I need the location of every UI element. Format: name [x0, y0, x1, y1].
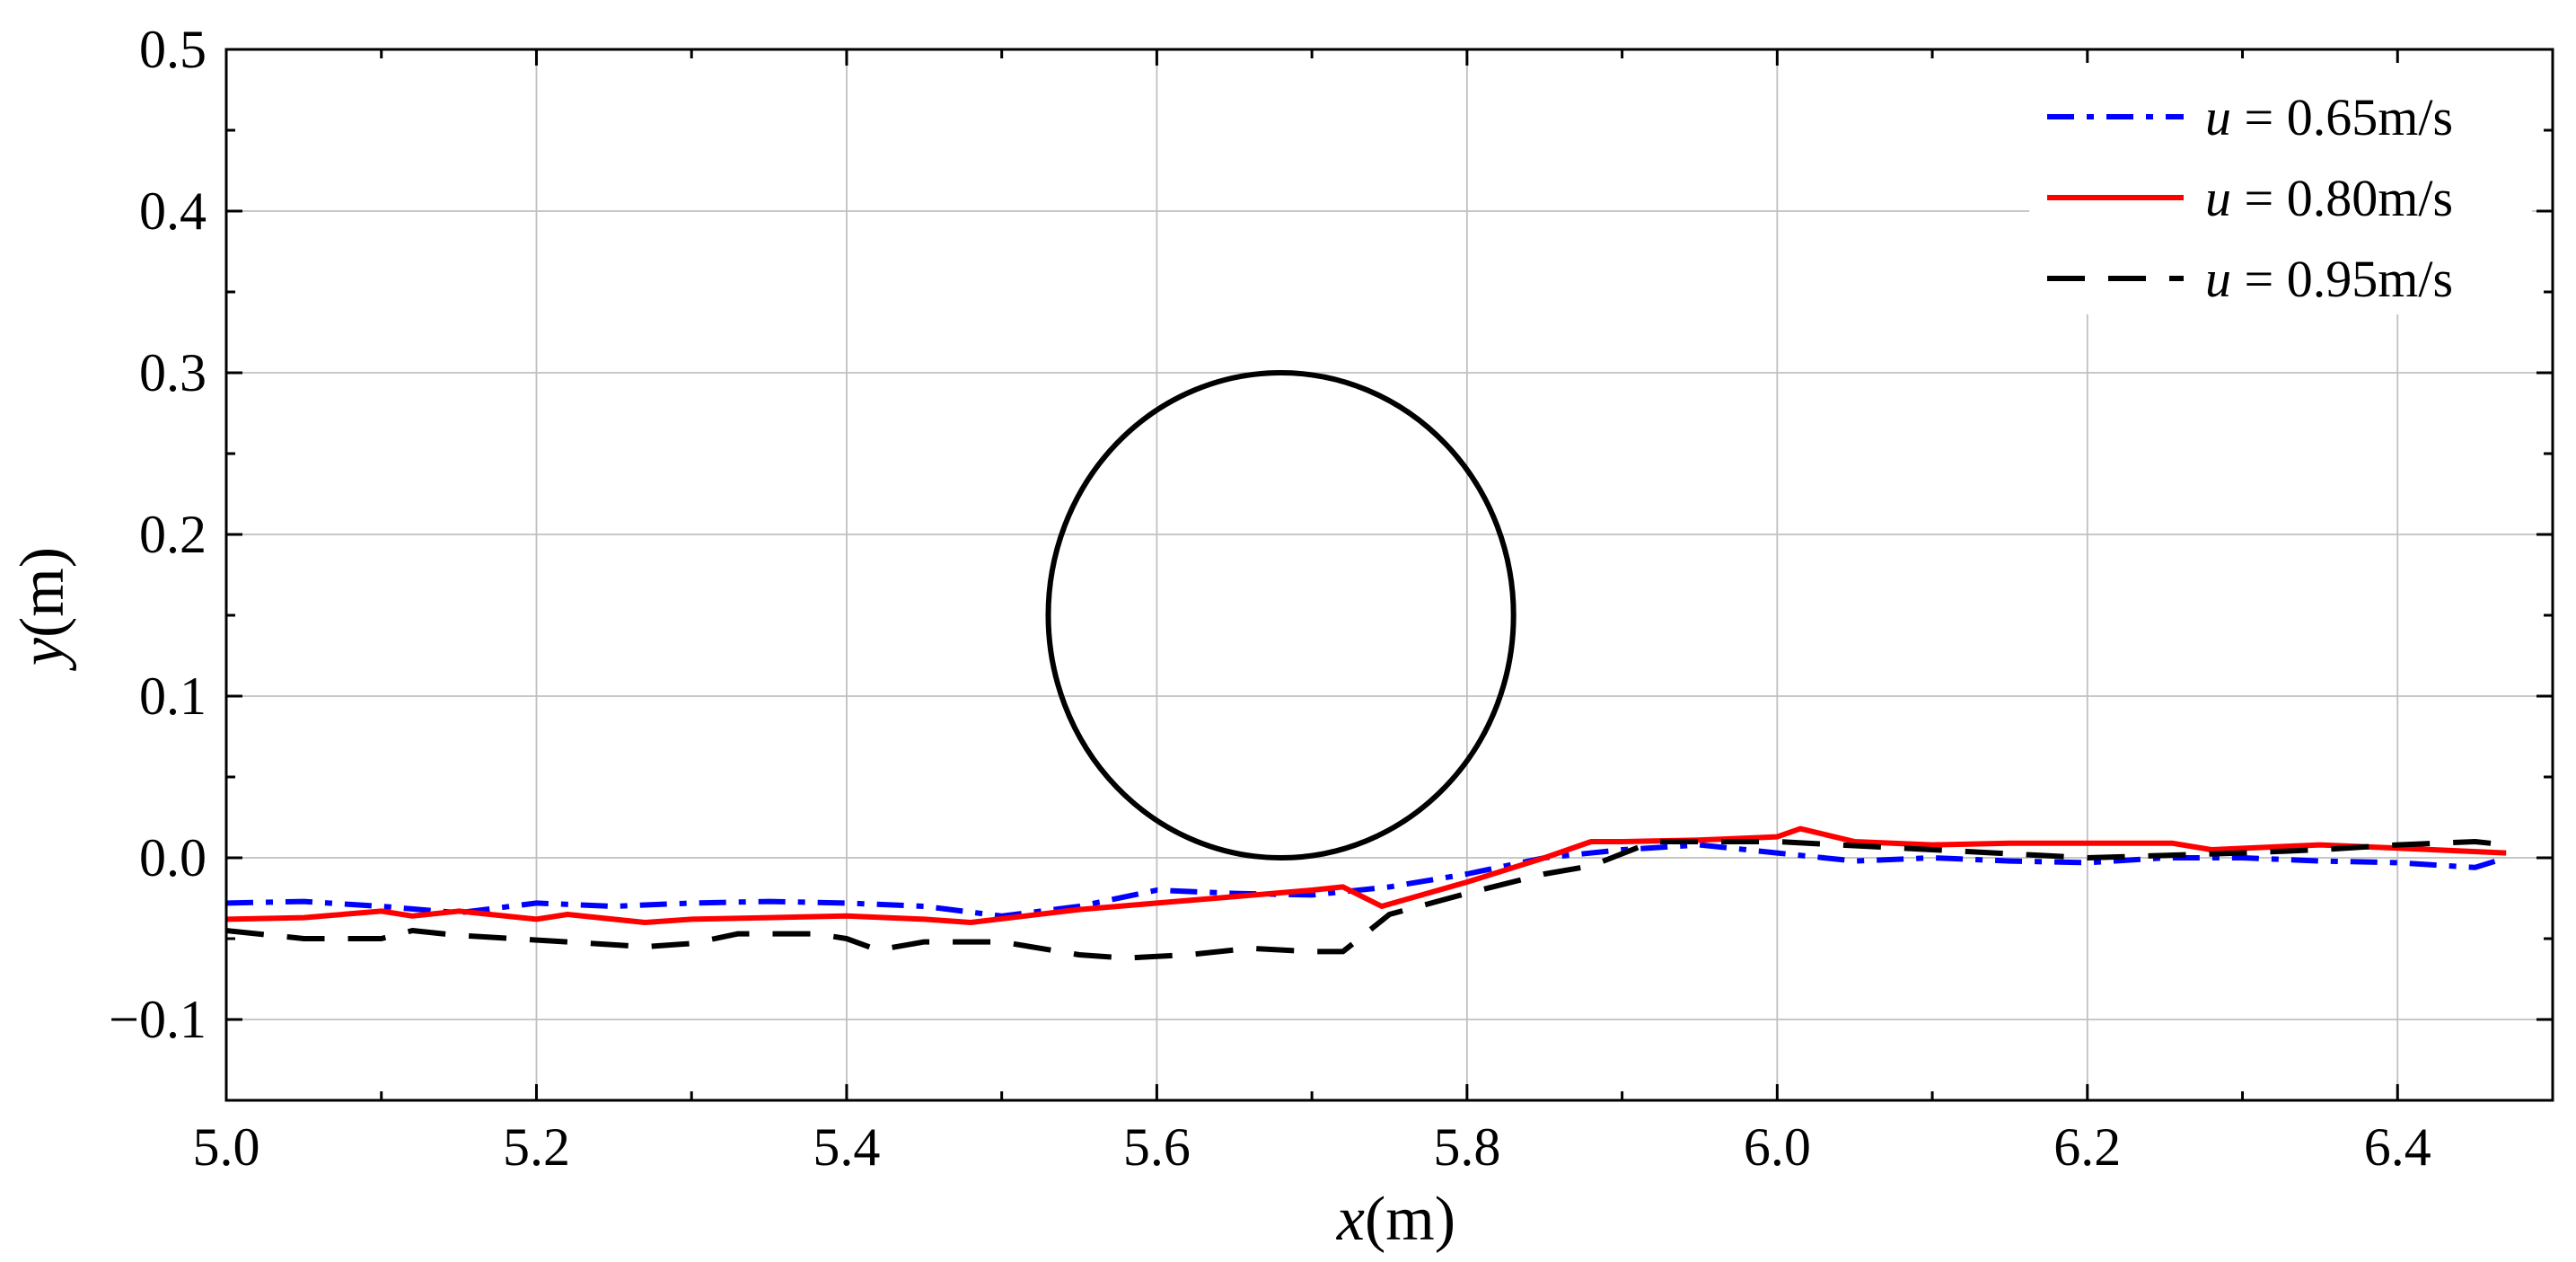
x-tick-label: 5.0	[193, 1117, 260, 1177]
axes-frame	[224, 48, 2554, 1102]
legend-variable: u	[2205, 250, 2231, 308]
series-line-3	[225, 839, 2507, 961]
plot-area	[225, 370, 2508, 961]
x-tick-label: 5.2	[503, 1117, 570, 1177]
legend-variable: u	[2205, 88, 2231, 146]
cylinder-circle	[1045, 370, 1517, 860]
tick-labels: 5.0 5.2 5.4 5.6 5.8 6.0 6.2 6.4 −0.1 0.0 0.1 0.2 0.3…	[109, 20, 2431, 1177]
y-tick-label: −0.1	[109, 990, 207, 1049]
series-line-1	[225, 842, 2508, 919]
series-line-2	[225, 825, 2507, 925]
legend-label-1: u = 0.65m/s	[2205, 88, 2453, 146]
legend-value: = 0.65m/s	[2231, 88, 2453, 146]
y-tick-label: 0.5	[139, 20, 207, 79]
legend-value: = 0.95m/s	[2231, 250, 2453, 308]
x-tick-label: 5.8	[1433, 1117, 1500, 1177]
y-tick-label: 0.3	[139, 343, 207, 402]
y-tick-label: 0.1	[139, 666, 207, 726]
axis-ticks	[224, 48, 2554, 1102]
legend-variable: u	[2205, 169, 2231, 227]
legend-background	[2029, 63, 2532, 314]
x-tick-label: 6.4	[2364, 1117, 2431, 1177]
x-tick-label: 5.6	[1123, 1117, 1191, 1177]
y-axis-unit: (m)	[8, 547, 77, 638]
y-tick-label: 0.2	[139, 505, 207, 564]
y-axis-title: y(m)	[8, 547, 77, 671]
y-tick-label: 0.0	[139, 828, 207, 887]
legend-label-2: u = 0.80m/s	[2205, 169, 2453, 227]
y-axis-variable: y	[8, 637, 77, 671]
legend: u = 0.65m/su = 0.80m/su = 0.95m/s	[2029, 63, 2532, 314]
x-axis-title: x(m)	[1336, 1185, 1455, 1254]
legend-label-3: u = 0.95m/s	[2205, 250, 2453, 308]
y-tick-label: 0.4	[139, 181, 207, 241]
x-tick-label: 6.0	[1744, 1117, 1811, 1177]
x-tick-label: 6.2	[2053, 1117, 2121, 1177]
legend-value: = 0.80m/s	[2231, 169, 2453, 227]
axes-border	[224, 48, 2554, 1102]
x-tick-label: 5.4	[813, 1117, 880, 1177]
x-axis-variable: x	[1336, 1185, 1365, 1254]
x-axis-unit: (m)	[1365, 1185, 1455, 1254]
